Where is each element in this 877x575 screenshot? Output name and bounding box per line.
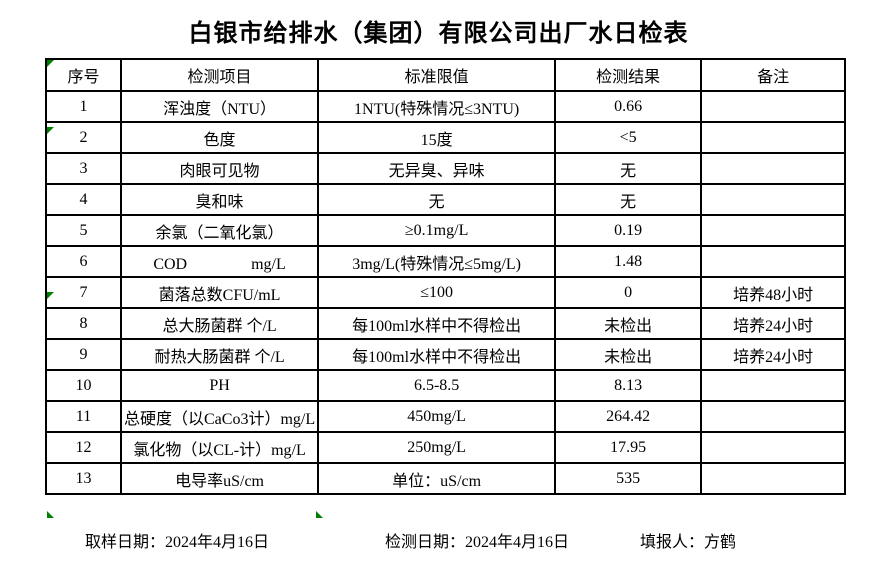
cell-result: 264.42	[554, 400, 703, 433]
cell-result: 无	[554, 152, 703, 185]
cell-limit: 6.5-8.5	[317, 369, 557, 402]
cell-serial: 6	[45, 245, 122, 278]
excel-flag-icon	[47, 60, 54, 67]
cell-limit: ≥0.1mg/L	[317, 214, 557, 247]
cell-serial: 3	[45, 152, 122, 185]
cell-result: 0.19	[554, 214, 703, 247]
cell-limit: 每100ml水样中不得检出	[317, 307, 557, 340]
table-row: 10 PH 6.5-8.5 8.13	[45, 369, 847, 402]
excel-flag-icon	[47, 511, 54, 518]
col-header-limit: 标准限值	[317, 58, 557, 92]
sampling-date-label: 取样日期：2024年4月16日	[85, 534, 270, 551]
col-header-remark: 备注	[700, 58, 847, 92]
cell-remark	[700, 369, 847, 402]
table-header-row: 序号 检测项目 标准限值 检测结果 备注	[45, 58, 847, 92]
table-row: 4 臭和味 无 无	[45, 183, 847, 216]
excel-flag-icon	[316, 511, 323, 518]
table-row: 9 耐热大肠菌群 个/L 每100ml水样中不得检出 未检出 培养24小时	[45, 338, 847, 371]
cell-limit: ≤100	[317, 276, 557, 309]
cell-serial: 13	[45, 462, 122, 495]
table-row: 12 氯化物（以CL-计）mg/L 250mg/L 17.95	[45, 431, 847, 464]
cell-limit: 每100ml水样中不得检出	[317, 338, 557, 371]
cell-remark: 培养24小时	[700, 307, 847, 340]
cell-limit: 1NTU(特殊情况≤3NTU)	[317, 90, 557, 123]
cell-result: 无	[554, 183, 703, 216]
cell-result: 1.48	[554, 245, 703, 278]
cell-serial: 9	[45, 338, 122, 371]
table-row: 1 浑浊度（NTU） 1NTU(特殊情况≤3NTU) 0.66	[45, 90, 847, 123]
cell-item: 菌落总数CFU/mL	[119, 276, 320, 309]
cell-item: 总大肠菌群 个/L	[119, 307, 320, 340]
excel-flag-icon	[47, 127, 54, 134]
cell-limit: 450mg/L	[317, 400, 557, 433]
cell-serial: 7	[45, 276, 122, 309]
cell-item: 肉眼可见物	[119, 152, 320, 185]
cell-remark	[700, 214, 847, 247]
cell-result: 535	[554, 462, 703, 495]
cell-item: 耐热大肠菌群 个/L	[119, 338, 320, 371]
cell-remark	[700, 90, 847, 123]
cell-result: <5	[554, 121, 703, 154]
table-row: 13 电导率uS/cm 单位：uS/cm 535	[45, 462, 847, 495]
cell-serial: 10	[45, 369, 122, 402]
cell-serial: 8	[45, 307, 122, 340]
cell-item: PH	[119, 369, 320, 402]
cell-serial: 1	[45, 90, 122, 123]
cell-remark	[700, 183, 847, 216]
col-header-result: 检测结果	[554, 58, 703, 92]
col-header-item: 检测项目	[119, 58, 320, 92]
table-row: 2 色度 15度 <5	[45, 121, 847, 154]
test-date-label: 检测日期：2024年4月16日	[385, 534, 570, 551]
cell-serial: 4	[45, 183, 122, 216]
cell-item: 臭和味	[119, 183, 320, 216]
cell-item: 色度	[119, 121, 320, 154]
table-row: 7 菌落总数CFU/mL ≤100 0 培养48小时	[45, 276, 847, 309]
cell-item: 余氯（二氧化氯）	[119, 214, 320, 247]
cell-item: 浑浊度（NTU）	[119, 90, 320, 123]
cell-remark	[700, 245, 847, 278]
cell-remark: 培养24小时	[700, 338, 847, 371]
cell-remark	[700, 400, 847, 433]
cell-remark	[700, 121, 847, 154]
cell-result: 未检出	[554, 307, 703, 340]
cell-item: 电导率uS/cm	[119, 462, 320, 495]
cell-limit: 单位：uS/cm	[317, 462, 557, 495]
page-title: 白银市给排水（集团）有限公司出厂水日检表	[188, 21, 689, 47]
table-row: 11 总硬度（以CaCo3计）mg/L 450mg/L 264.42	[45, 400, 847, 433]
cell-limit: 3mg/L(特殊情况≤5mg/L)	[317, 245, 557, 278]
cell-remark	[700, 462, 847, 495]
cell-item: 氯化物（以CL-计）mg/L	[119, 431, 320, 464]
inspection-table: 序号 检测项目 标准限值 检测结果 备注 1 浑浊度（NTU） 1NTU(特殊情…	[45, 58, 847, 495]
cell-result: 17.95	[554, 431, 703, 464]
excel-flag-icon	[47, 292, 54, 299]
cell-limit: 15度	[317, 121, 557, 154]
cell-remark: 培养48小时	[700, 276, 847, 309]
cell-result: 0.66	[554, 90, 703, 123]
cell-serial: 2	[45, 121, 122, 154]
table-row: 8 总大肠菌群 个/L 每100ml水样中不得检出 未检出 培养24小时	[45, 307, 847, 340]
cell-limit: 无异臭、异味	[317, 152, 557, 185]
col-header-serial: 序号	[45, 58, 122, 92]
cell-result: 8.13	[554, 369, 703, 402]
cell-result: 0	[554, 276, 703, 309]
reporter-label: 填报人：方鹤	[640, 534, 737, 551]
cell-item: COD mg/L	[119, 245, 320, 278]
cell-remark	[700, 152, 847, 185]
cell-remark	[700, 431, 847, 464]
cell-serial: 11	[45, 400, 122, 433]
cell-serial: 5	[45, 214, 122, 247]
cell-limit: 250mg/L	[317, 431, 557, 464]
table-row: 3 肉眼可见物 无异臭、异味 无	[45, 152, 847, 185]
cell-item: 总硬度（以CaCo3计）mg/L	[119, 400, 320, 433]
table-row: 5 余氯（二氧化氯） ≥0.1mg/L 0.19	[45, 214, 847, 247]
cell-serial: 12	[45, 431, 122, 464]
table-row: 6 COD mg/L 3mg/L(特殊情况≤5mg/L) 1.48	[45, 245, 847, 278]
cell-result: 未检出	[554, 338, 703, 371]
cell-limit: 无	[317, 183, 557, 216]
